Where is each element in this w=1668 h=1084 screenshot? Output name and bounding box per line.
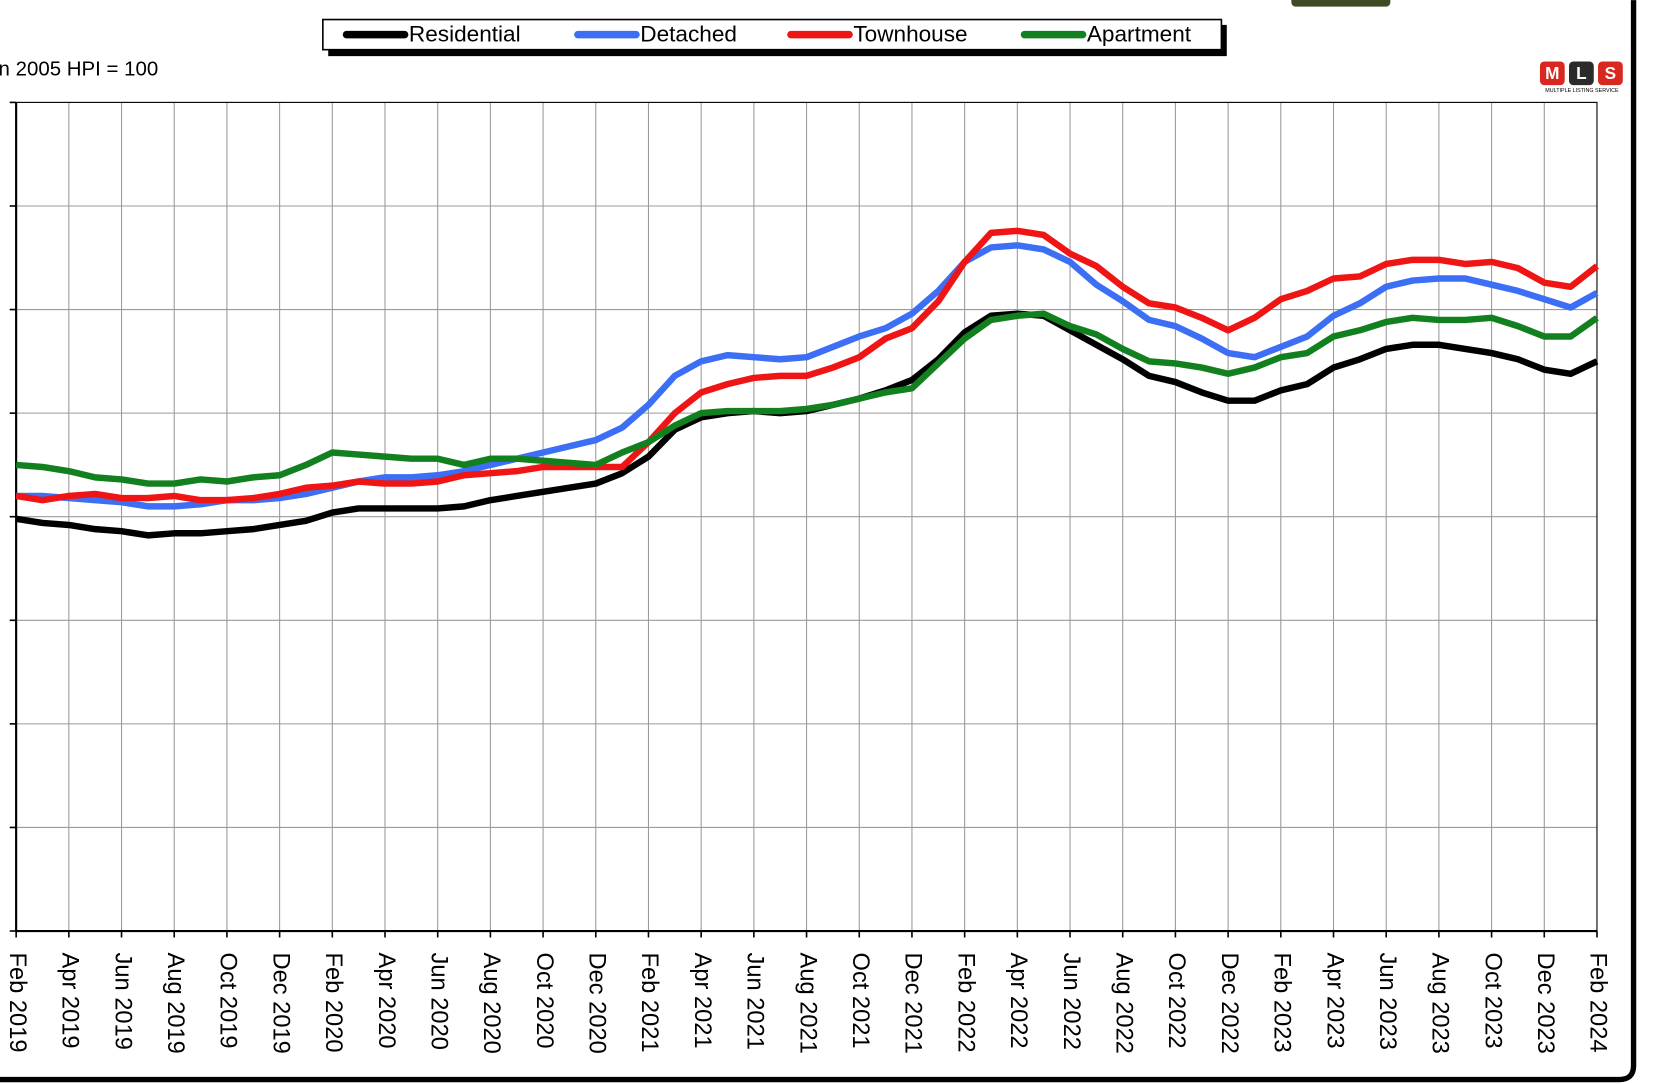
logo-tile	[1568, 61, 1594, 86]
top-button	[1291, 0, 1391, 7]
x-tick-label: Jun 2020	[425, 953, 451, 1050]
x-tick-label: Feb 2024	[1585, 953, 1611, 1053]
logo-caption: MULTIPLE LISTING SERVICE	[1545, 88, 1619, 94]
x-tick-label: Aug 2021	[794, 953, 820, 1054]
x-tick-label: Aug 2023	[1427, 953, 1453, 1054]
series-line	[16, 242, 1599, 510]
x-tick-label: Apr 2022	[1005, 953, 1031, 1049]
x-tick-label: Feb 2023	[1269, 953, 1295, 1053]
x-tick-label: Dec 2019	[267, 953, 293, 1054]
series-line	[15, 310, 1599, 487]
logo-letter: M	[1545, 63, 1559, 83]
x-tick-label: Oct 2022	[1163, 953, 1189, 1049]
logo: M L S MULTIPLE LISTING SERVICE	[1539, 61, 1623, 94]
x-tick-label: Jun 2019	[109, 953, 135, 1050]
logo-letter: S	[1605, 63, 1616, 83]
x-tick-label: Dec 2022	[1216, 953, 1242, 1054]
legend-label: Residential	[409, 22, 521, 47]
x-tick-label: Jun 2022	[1058, 953, 1084, 1050]
x-tick-label: Feb 2020	[320, 953, 346, 1053]
x-tick-label: Feb 2022	[952, 953, 978, 1053]
x-tick-label: Oct 2023	[1479, 953, 1505, 1049]
logo-tile	[1598, 61, 1623, 86]
x-tick-label: Apr 2023	[1321, 953, 1347, 1049]
x-tick-label: Aug 2020	[478, 953, 504, 1054]
x-tick-label: Dec 2021	[900, 953, 926, 1054]
x-tick-label: Oct 2020	[531, 953, 557, 1049]
x-tick-label: Jun 2023	[1374, 953, 1400, 1050]
x-tick-label: Apr 2019	[57, 953, 83, 1049]
x-tick-label: Dec 2020	[584, 953, 610, 1054]
x-tick-label: Feb 2021	[636, 953, 662, 1053]
x-tick-label: Oct 2019	[215, 953, 241, 1049]
legend-label: Apartment	[1087, 22, 1192, 47]
logo-letter: L	[1576, 63, 1587, 83]
legend: Residential Detached Townhouse Apartment	[322, 18, 1227, 57]
legend-label: Townhouse	[853, 22, 967, 47]
x-tick-label: Apr 2020	[373, 953, 399, 1049]
plot: Feb 2019 Apr 2019 Jun 2019 Aug 2019 Oct 2019…	[4, 101, 1611, 1054]
legend-label: Detached	[640, 22, 737, 47]
x-tick-label: Dec 2023	[1532, 953, 1558, 1054]
logo-tile	[1539, 61, 1565, 86]
x-tick-label: Apr 2021	[689, 953, 715, 1049]
x-tick-label: Jun 2021	[742, 953, 768, 1050]
x-tick-label: Oct 2021	[847, 953, 873, 1049]
series-line	[15, 227, 1599, 504]
x-tick-label: Aug 2019	[162, 953, 188, 1054]
x-tick-label: Feb 2019	[4, 953, 30, 1053]
x-tick-label: Aug 2022	[1110, 953, 1136, 1054]
subtitle: Jan 2005 HPI = 100	[0, 58, 158, 81]
